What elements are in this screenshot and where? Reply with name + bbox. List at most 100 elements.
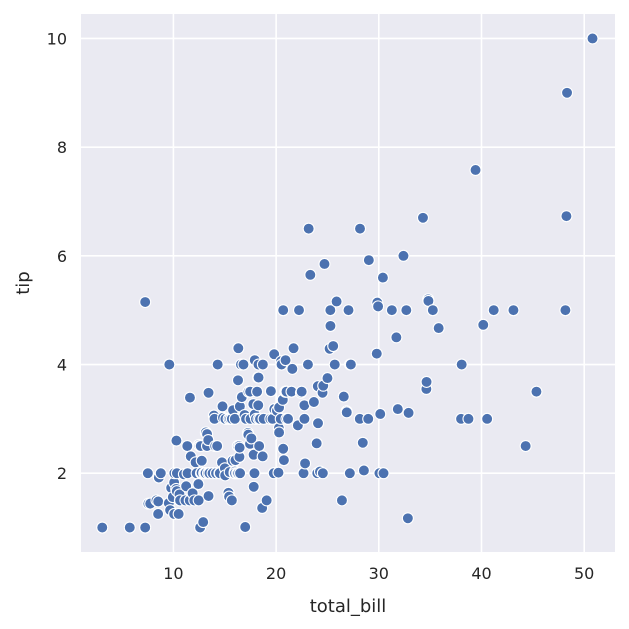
data-point	[170, 434, 183, 447]
data-point	[385, 304, 398, 317]
data-point	[559, 304, 572, 317]
y-tick-label: 2	[57, 464, 67, 483]
data-point	[307, 395, 320, 409]
data-point	[181, 439, 194, 453]
points-layer	[96, 32, 599, 534]
data-point	[487, 304, 500, 317]
data-point	[256, 450, 269, 463]
data-point	[216, 400, 229, 413]
data-point	[330, 295, 343, 308]
data-point	[318, 257, 331, 271]
data-point	[311, 417, 325, 430]
data-point	[260, 494, 273, 507]
data-point	[335, 494, 348, 507]
data-point	[277, 454, 290, 467]
data-point	[391, 403, 404, 416]
y-tick-label: 6	[57, 247, 67, 266]
data-point	[481, 412, 494, 425]
data-point	[195, 454, 208, 467]
data-point	[519, 439, 532, 453]
data-point	[377, 467, 390, 480]
data-point	[297, 467, 310, 480]
data-point	[279, 354, 292, 367]
data-point	[400, 304, 413, 317]
data-point	[139, 295, 152, 309]
data-point	[232, 342, 245, 355]
data-point	[256, 358, 269, 371]
data-point	[304, 268, 317, 281]
data-point	[225, 494, 238, 507]
data-point	[370, 347, 383, 360]
data-point	[455, 358, 468, 371]
data-point	[273, 426, 286, 439]
x-tick-label: 30	[369, 564, 389, 583]
data-point	[362, 412, 375, 425]
data-point	[507, 304, 520, 317]
x-axis-ticks: 10 20 30 40 50	[163, 564, 594, 583]
data-point	[390, 331, 403, 344]
y-tick-label: 10	[47, 29, 67, 48]
data-point	[272, 466, 285, 479]
data-point	[462, 412, 475, 425]
data-point	[343, 467, 356, 480]
data-point	[530, 385, 543, 398]
data-point	[239, 520, 252, 534]
data-point	[328, 358, 341, 371]
data-point	[310, 437, 323, 450]
data-point	[202, 386, 215, 399]
data-point	[277, 442, 290, 455]
data-point	[337, 390, 350, 403]
data-point	[139, 521, 152, 534]
data-point	[277, 304, 290, 317]
data-point	[123, 521, 136, 534]
data-point	[202, 489, 215, 503]
data-point	[316, 467, 329, 480]
data-point	[247, 480, 260, 493]
data-point	[298, 412, 311, 425]
y-tick-label: 8	[57, 138, 67, 157]
data-point	[233, 441, 246, 454]
data-point	[152, 507, 165, 521]
x-tick-label: 10	[163, 564, 183, 583]
data-point	[281, 412, 295, 425]
data-point	[477, 318, 490, 331]
data-point	[356, 436, 369, 449]
data-point	[237, 358, 250, 371]
x-tick-label: 40	[471, 564, 491, 583]
data-point	[211, 439, 224, 453]
data-point	[420, 375, 433, 388]
data-point	[321, 372, 334, 385]
data-point	[426, 304, 439, 317]
data-point	[342, 304, 355, 317]
data-point	[357, 464, 370, 477]
y-axis-label: tip	[13, 271, 34, 294]
data-point	[374, 407, 387, 421]
data-point	[172, 507, 185, 521]
data-point	[301, 358, 315, 371]
data-point	[299, 457, 312, 470]
data-point	[163, 358, 176, 371]
data-point	[192, 494, 205, 507]
data-point	[344, 358, 357, 371]
data-point	[231, 374, 245, 387]
data-point	[192, 478, 205, 491]
data-point	[197, 516, 210, 529]
data-point	[251, 385, 264, 398]
data-point	[432, 322, 445, 335]
data-point	[248, 467, 261, 480]
data-point	[154, 467, 167, 480]
x-tick-label: 50	[574, 564, 594, 583]
data-point	[183, 391, 197, 404]
data-point	[295, 385, 308, 398]
data-point	[253, 439, 266, 453]
x-axis-label: total_bill	[310, 596, 387, 617]
data-point	[372, 300, 385, 313]
data-point	[264, 385, 277, 398]
data-point	[286, 362, 299, 375]
data-point	[402, 406, 415, 419]
data-point	[302, 222, 315, 235]
data-point	[469, 163, 482, 177]
data-point	[397, 249, 410, 262]
data-point	[560, 86, 574, 99]
